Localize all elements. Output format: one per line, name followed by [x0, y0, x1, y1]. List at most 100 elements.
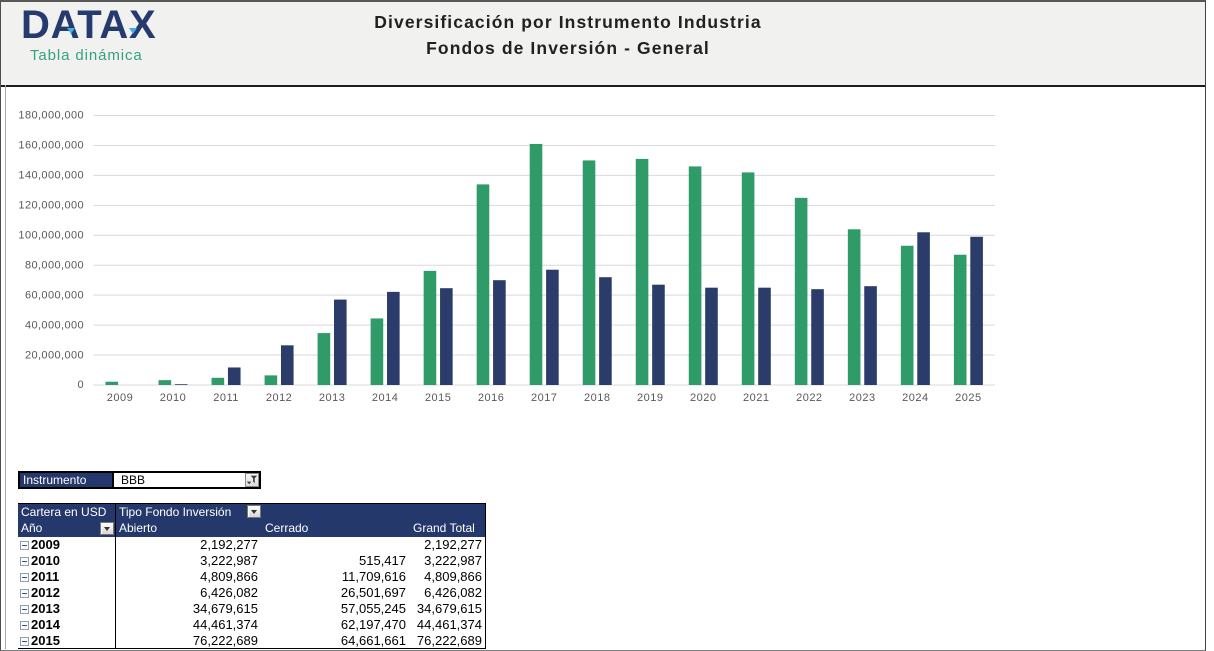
x-axis-tick-label: 2023	[849, 392, 875, 404]
brand-subtitle: Tabla dinámica	[30, 47, 143, 64]
expand-collapse-button[interactable]	[20, 556, 29, 566]
expand-collapse-button[interactable]	[20, 604, 29, 614]
cerrado-value-cell[interactable]: 57,055,245	[340, 601, 406, 616]
x-axis-tick-label: 2013	[319, 392, 345, 404]
year-cell[interactable]: 2013	[18, 601, 115, 617]
column-field-dropdown-button[interactable]	[247, 505, 261, 518]
bar-abierto-2016	[476, 184, 490, 385]
column-header-cerrado[interactable]: Cerrado	[265, 521, 309, 535]
bar-cerrado-2023	[864, 286, 877, 385]
cerrado-value-cell[interactable]: 26,501,697	[340, 585, 406, 600]
bar-cerrado-2013	[334, 299, 347, 385]
header-band: DATAX Tabla dinámica Diversificación por…	[1, 2, 1205, 85]
cerrado-value-cell[interactable]: 515,417	[359, 553, 406, 568]
year-cell[interactable]: 2014	[18, 617, 115, 633]
y-axis-tick-label: 180,000,000	[18, 110, 84, 122]
table-row: 2009 2,192,277 2,192,277	[18, 537, 486, 553]
table-row: 2012 6,426,082 26,501,697 6,426,082	[18, 585, 486, 601]
y-axis-tick-label: 100,000,000	[18, 229, 84, 241]
x-axis-tick-label: 2021	[743, 392, 769, 404]
pivot-header-row1: Cartera en USD Tipo Fondo Inversión	[18, 503, 486, 520]
cerrado-value-cell[interactable]: 64,661,661	[340, 633, 406, 648]
bar-abierto-2015	[423, 270, 437, 385]
bar-cerrado-2022	[811, 289, 824, 385]
abierto-value-cell[interactable]: 6,426,082	[200, 585, 258, 600]
bar-cerrado-2011	[227, 367, 241, 385]
grand-total-value-cell[interactable]: 34,679,615	[416, 601, 482, 616]
year-cell[interactable]: 2011	[18, 569, 115, 585]
abierto-value-cell[interactable]: 3,222,987	[200, 553, 258, 568]
year-label: 2010	[31, 553, 60, 568]
logo-accent-icon	[129, 28, 137, 34]
pivot-corner-cell[interactable]: Cartera en USD	[21, 505, 107, 519]
grand-total-value-cell[interactable]: 4,809,866	[424, 569, 482, 584]
filter-dropdown-button[interactable]	[245, 473, 259, 487]
report-title-line1: Diversificación por Instrumento Industri…	[374, 12, 762, 32]
brand-name: DATAX	[21, 3, 157, 47]
grand-total-value-cell[interactable]: 3,222,987	[424, 553, 482, 568]
pivot-row-field-cell[interactable]: Año	[18, 520, 115, 537]
report-title-line2: Fondos de Inversión - General	[426, 38, 710, 58]
x-axis-tick-label: 2014	[372, 392, 398, 404]
bar-abierto-2013	[317, 333, 331, 385]
x-axis-tick-label: 2020	[690, 392, 716, 404]
pivot-column-field-cell[interactable]: Tipo Fondo Inversión	[115, 504, 486, 521]
abierto-value-cell[interactable]: 44,461,374	[192, 617, 258, 632]
x-axis-tick-label: 2009	[107, 392, 133, 404]
minus-icon	[22, 624, 27, 626]
y-axis-tick-label: 0	[77, 379, 84, 391]
x-axis-tick-label: 2019	[637, 392, 663, 404]
year-cell[interactable]: 2015	[18, 633, 115, 649]
bar-abierto-2011	[211, 377, 225, 385]
cerrado-value-cell[interactable]: 62,197,470	[340, 617, 406, 632]
minus-icon	[22, 608, 27, 610]
cerrado-value-cell[interactable]: 11,709,616	[341, 569, 406, 584]
abierto-value-cell[interactable]: 34,679,615	[192, 601, 258, 616]
grand-total-value-cell[interactable]: 6,426,082	[424, 585, 482, 600]
abierto-value-cell[interactable]: 4,809,866	[200, 569, 258, 584]
abierto-value-cell[interactable]: 76,222,689	[192, 633, 258, 648]
year-cell[interactable]: 2010	[18, 553, 115, 569]
grand-total-value-cell[interactable]: 76,222,689	[416, 633, 482, 648]
bar-abierto-2021	[741, 172, 755, 385]
expand-collapse-button[interactable]	[20, 572, 29, 582]
expand-collapse-button[interactable]	[20, 540, 29, 550]
column-header-abierto[interactable]: Abierto	[119, 521, 158, 535]
year-label: 2014	[31, 617, 60, 632]
column-header-grand-total[interactable]: Grand Total	[413, 521, 475, 535]
y-axis-tick-label: 120,000,000	[18, 200, 84, 212]
y-axis-tick-label: 40,000,000	[25, 319, 84, 331]
page-margin-line	[5, 85, 6, 649]
bar-abierto-2025	[953, 254, 967, 385]
abierto-value-cell[interactable]: 2,192,277	[200, 537, 258, 552]
year-cell[interactable]: 2009	[18, 537, 115, 553]
table-row: 2010 3,222,987 515,417 3,222,987	[18, 553, 486, 569]
bar-abierto-2017	[529, 143, 543, 385]
bar-abierto-2012	[264, 375, 278, 385]
grand-total-value-cell[interactable]: 44,461,374	[416, 617, 482, 632]
bar-abierto-2009	[105, 381, 119, 385]
expand-collapse-button[interactable]	[20, 636, 29, 646]
report-title: Diversificación por Instrumento Industri…	[1, 12, 1135, 59]
bar-cerrado-2025	[970, 236, 983, 385]
bar-cerrado-2018	[599, 277, 612, 385]
y-axis-tick-label: 20,000,000	[25, 349, 84, 361]
table-row: 2013 34,679,615 57,055,245 34,679,615	[18, 601, 486, 617]
minus-icon	[22, 576, 27, 578]
year-label: 2009	[31, 537, 60, 552]
minus-icon	[22, 560, 27, 562]
year-cell[interactable]: 2012	[18, 585, 115, 601]
table-row: 2014 44,461,374 62,197,470 44,461,374	[18, 617, 486, 633]
bar-cerrado-2017	[546, 269, 559, 385]
bar-cerrado-2015	[440, 288, 453, 385]
bar-cerrado-2021	[758, 287, 771, 385]
column-field-label: Tipo Fondo Inversión	[119, 505, 232, 519]
grand-total-value-cell[interactable]: 2,192,277	[424, 537, 482, 552]
row-field-label: Año	[21, 521, 43, 535]
filter-value-cell[interactable]: BBB	[116, 473, 259, 487]
table-row: 2015 76,222,689 64,661,661 76,222,689	[18, 633, 486, 649]
cerrado-value-cell[interactable]	[262, 537, 410, 553]
expand-collapse-button[interactable]	[20, 588, 29, 598]
expand-collapse-button[interactable]	[20, 620, 29, 630]
row-field-dropdown-button[interactable]	[100, 522, 114, 535]
